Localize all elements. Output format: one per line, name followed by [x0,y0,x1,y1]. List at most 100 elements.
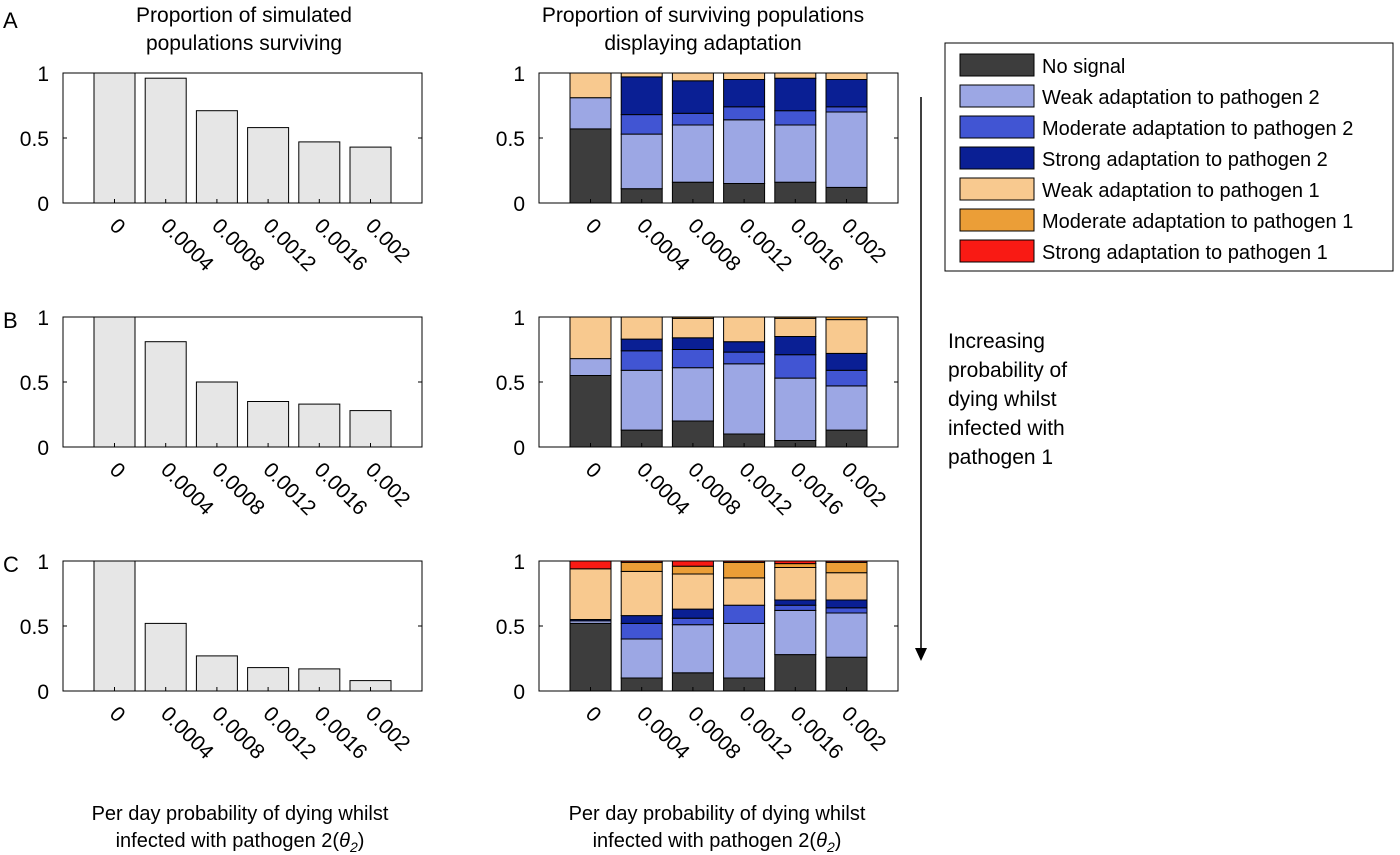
adaptation-bar-B-0.0008-weak_p1 [671,317,714,339]
legend-label-strong_p2: Strong adaptation to pathogen 2 [1042,149,1328,171]
adaptation-bar-C-0.0016-strong_p2 [774,599,817,606]
legend-label-strong_p1: Strong adaptation to pathogen 1 [1042,242,1328,264]
adaptation-bar-C-0.0004-weak_p2 [620,638,663,679]
adaptation-bar-C-0.0004-strong_p1 [620,560,663,563]
survival-C-xtick-label: 0.0008 [207,702,269,764]
left-xlabel-line2: infected with pathogen 2(θ2) [116,830,365,855]
survival-C-ytick-label: 0.5 [20,616,49,639]
annotation-line-3: dying whilst [948,388,1057,411]
adaptation-bar-A-0-weak_p2 [569,97,612,130]
survival-A-xtick-label: 0.0012 [259,214,321,276]
legend-swatch-weak_p1 [959,177,1035,201]
adaptation-bar-A-0.0004-strong_p2 [620,76,663,116]
adaptation-B-ytick-label: 0.5 [496,372,525,395]
survival-B-ytick-label: 1 [37,307,49,330]
survival-B-ytick-label: 0 [37,437,49,460]
adaptation-bar-C-0.0016-strong_p1 [774,560,817,565]
adaptation-bar-A-0.0008-moderate_p2 [671,112,714,126]
adaptation-bar-A-0.0016-weak_p1 [774,72,817,79]
adaptation-B-xtick-label: 0.0008 [683,458,745,520]
adaptation-C-xtick-label: 0.0016 [786,702,848,764]
adaptation-bar-B-0.0004-weak_p2 [620,369,663,431]
adaptation-bar-B-0.0008-strong_p2 [671,337,714,350]
panel-label-B: B [3,308,18,333]
adaptation-bar-C-0.0016-no_signal [774,654,817,692]
adaptation-bar-B-0.0016-weak_p1 [774,317,817,337]
adaptation-bar-C-0.0004-strong_p2 [620,615,663,624]
adaptation-bar-A-0.002-weak_p2 [825,111,868,188]
right-xlabel-prefix: infected with pathogen 2( [593,830,817,852]
adaptation-A-xtick-label: 0 [581,214,606,239]
legend-label-moderate_p2: Moderate adaptation to pathogen 2 [1042,118,1353,140]
annotation-line-2: probability of [948,359,1067,382]
adaptation-bar-C-0.002-strong_p2 [825,599,868,609]
survival-B-xtick-label: 0.0016 [310,458,372,520]
adaptation-bar-B-0.002-weak_p1 [825,319,868,354]
adaptation-bar-C-0.0012-weak_p2 [723,622,766,679]
adaptation-bar-C-0.0016-moderate_p2 [774,604,817,611]
adaptation-bar-A-0.0004-moderate_p2 [620,114,663,135]
survival-bar-A-0.0012 [247,127,290,204]
survival-bar-B-0.0016 [298,403,341,448]
legend-swatch-moderate_p1 [959,208,1035,232]
adaptation-bar-C-0.0008-strong_p2 [671,608,714,619]
survival-bar-C-0.0008 [195,655,238,692]
adaptation-bar-C-0.0008-moderate_p1 [671,565,714,575]
survival-B-xtick-label: 0.0012 [259,458,321,520]
survival-bar-B-0.0004 [144,341,187,448]
survival-bar-A-0 [93,72,136,204]
adaptation-bar-B-0.0012-moderate_p2 [723,351,766,365]
right-xlabel-symbol: θ [816,830,827,852]
adaptation-A-ytick-label: 1 [513,63,525,86]
adaptation-bar-C-0-strong_p1 [569,560,612,570]
survival-B-ytick-label: 0.5 [20,372,49,395]
survival-C-ytick-label: 0 [37,681,49,704]
adaptation-bar-B-0.002-moderate_p1 [825,316,868,321]
adaptation-bar-A-0.0012-moderate_p2 [723,106,766,121]
adaptation-bar-C-0.0008-weak_p1 [671,573,714,610]
adaptation-C-xtick-label: 0.0004 [632,702,694,764]
survival-B-xtick-label: 0 [105,458,130,483]
survival-A-ytick-label: 0 [37,193,49,216]
adaptation-bar-B-0.0016-strong_p2 [774,336,817,356]
left-xlabel-symbol: θ [339,830,350,852]
right-xlabel-suffix: ) [835,830,842,852]
left-xlabel-prefix: infected with pathogen 2( [116,830,340,852]
adaptation-bar-C-0.0016-weak_p2 [774,609,817,656]
adaptation-bar-B-0.0016-moderate_p1 [774,316,817,319]
adaptation-bar-B-0.0008-moderate_p2 [671,349,714,369]
adaptation-bar-C-0.0008-weak_p2 [671,624,714,674]
adaptation-bar-C-0.002-moderate_p2 [825,607,868,614]
right-xlabel-line2: infected with pathogen 2(θ2) [593,830,842,855]
survival-bar-B-0.0008 [195,381,238,448]
adaptation-bar-B-0.002-moderate_p2 [825,369,868,387]
adaptation-bar-C-0.0008-strong_p1 [671,560,714,567]
adaptation-bar-C-0.002-weak_p2 [825,612,868,658]
adaptation-bar-C-0.002-strong_p1 [825,560,868,563]
adaptation-bar-C-0.0012-moderate_p1 [723,561,766,579]
survival-bar-A-0.0004 [144,77,187,204]
left-xlabel-suffix: ) [358,830,365,852]
adaptation-bar-A-0.0004-weak_p1 [620,72,663,78]
adaptation-B-xtick-label: 0.0016 [786,458,848,520]
adaptation-bar-B-0.0016-moderate_p2 [774,354,817,379]
adaptation-bar-A-0-no_signal [569,128,612,204]
adaptation-bar-B-0.0012-weak_p1 [723,316,766,343]
survival-C-xtick-label: 0 [105,702,130,727]
adaptation-bar-A-0.0008-strong_p2 [671,80,714,114]
right-title-line1: Proportion of surviving populations [542,4,864,27]
survival-B-xtick-label: 0.0008 [207,458,269,520]
adaptation-bar-B-0.0004-moderate_p2 [620,350,663,371]
legend-swatch-strong_p2 [959,146,1035,170]
legend: No signal Weak adaptation to pathogen 2 Mo… [944,42,1394,272]
adaptation-bar-A-0.0012-weak_p2 [723,119,766,185]
survival-bar-C-0 [93,560,136,692]
adaptation-bar-B-0-weak_p1 [569,316,612,360]
adaptation-B-xtick-label: 0 [581,458,606,483]
survival-A-xtick-label: 0.0008 [207,214,269,276]
adaptation-bar-C-0.0016-moderate_p1 [774,563,817,568]
adaptation-C-xtick-label: 0.0008 [683,702,745,764]
adaptation-bar-C-0.0016-weak_p1 [774,567,817,601]
adaptation-bar-C-0.0012-weak_p1 [723,577,766,606]
adaptation-bar-A-0.0004-weak_p2 [620,133,663,190]
